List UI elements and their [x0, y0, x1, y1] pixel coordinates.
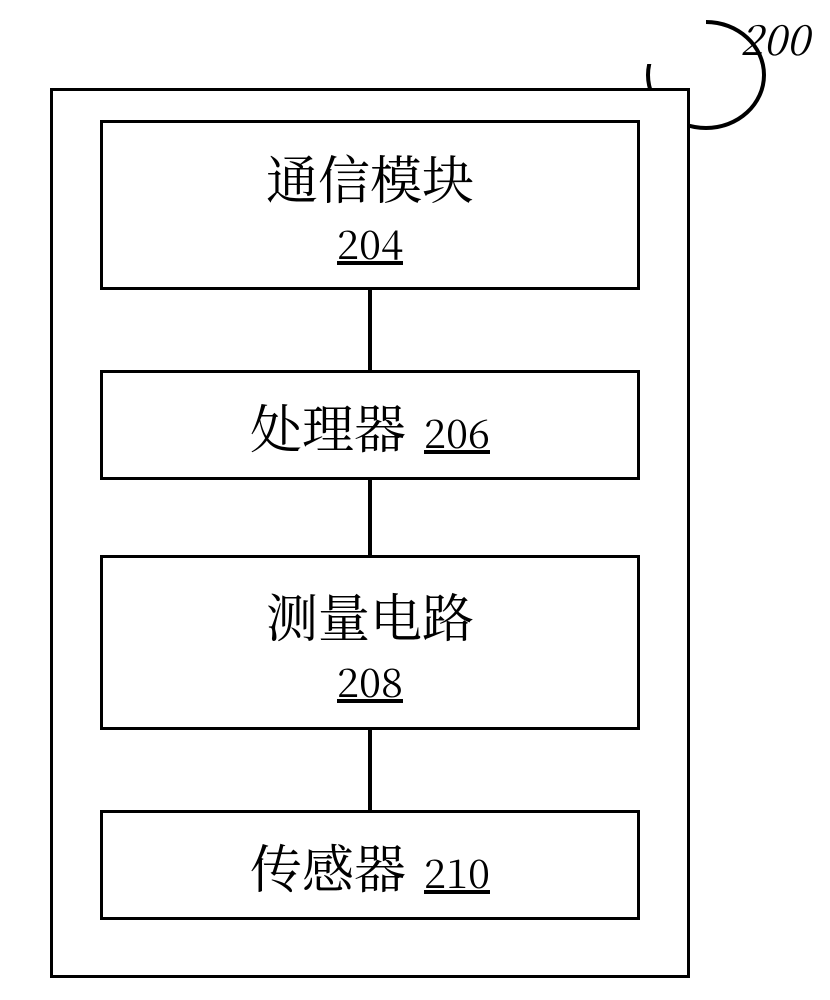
connector-3	[368, 730, 372, 810]
comm-module-number: 204	[337, 214, 403, 271]
measurement-box: 测量电路 208	[100, 555, 640, 730]
measurement-number: 208	[337, 652, 403, 709]
sensor-title: 传感器	[250, 828, 406, 903]
diagram-canvas: 200 通信模块 204 处理器 206 测量电路 208 传感器 210	[0, 0, 830, 1000]
connector-2	[368, 480, 372, 555]
comm-module-box: 通信模块 204	[100, 120, 640, 290]
connector-1	[368, 290, 372, 370]
measurement-title: 测量电路	[266, 577, 474, 652]
processor-box: 处理器 206	[100, 370, 640, 480]
sensor-box: 传感器 210	[100, 810, 640, 920]
processor-title: 处理器	[250, 388, 406, 463]
sensor-number: 210	[424, 843, 490, 900]
comm-module-title: 通信模块	[266, 139, 474, 214]
processor-number: 206	[424, 403, 490, 460]
